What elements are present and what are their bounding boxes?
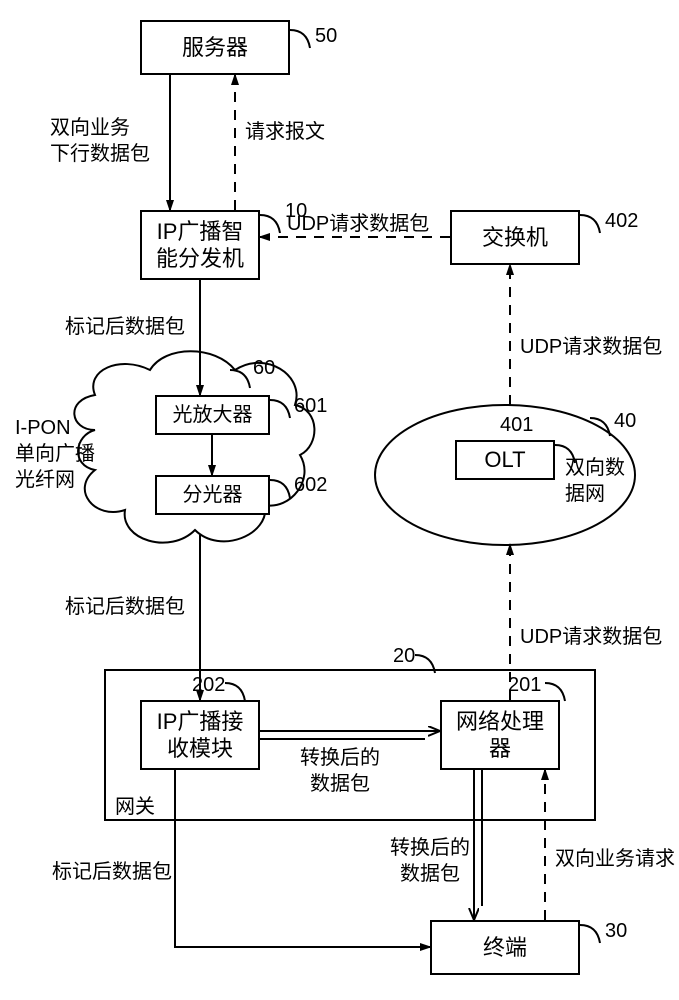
- ref-202: 202: [192, 674, 225, 697]
- node-iprecv-label: IP广播接 收模块: [151, 704, 250, 767]
- edgelabel-conv1: 转换后的 数据包: [300, 745, 380, 797]
- node-splitter-label: 分光器: [177, 479, 249, 512]
- ref-30: 30: [605, 920, 627, 943]
- node-splitter: 分光器: [155, 475, 270, 515]
- ref-60: 60: [253, 357, 275, 380]
- ref-402: 402: [605, 210, 638, 233]
- edgelabel-udp1: UDP请求数据包: [287, 207, 429, 236]
- label-ipon: I-PON 单向广播 光纤网: [15, 415, 95, 493]
- node-amplifier-label: 光放大器: [167, 399, 259, 432]
- ref-hook-20: [415, 655, 435, 673]
- edgelabel-udp3: UDP请求数据包: [520, 620, 662, 649]
- ref-40: 40: [614, 410, 636, 433]
- node-olt-label: OLT: [478, 442, 531, 478]
- label-gateway: 网关: [115, 790, 155, 819]
- edgelabel-downlink: 双向业务 下行数据包: [50, 115, 150, 167]
- edgelabel-conv2: 转换后的 数据包: [390, 835, 470, 887]
- ref-hook-602: [270, 480, 290, 498]
- ref-hook-50: [290, 30, 310, 48]
- ref-hook-40: [590, 418, 610, 436]
- node-terminal: 终端: [430, 920, 580, 975]
- ref-601: 601: [294, 395, 327, 418]
- ref-hook-30: [580, 925, 600, 943]
- node-switch-label: 交换机: [476, 220, 554, 256]
- edgelabel-marked1: 标记后数据包: [65, 310, 185, 339]
- ref-hook-60: [230, 370, 250, 388]
- node-netproc: 网络处理 器: [440, 700, 560, 770]
- ref-50: 50: [315, 25, 337, 48]
- ref-hook-601: [270, 400, 290, 418]
- edgelabel-bidirreq: 双向业务请求: [555, 842, 675, 871]
- node-server-label: 服务器: [176, 30, 254, 66]
- ref-201: 201: [508, 674, 541, 697]
- node-netproc-label: 网络处理 器: [450, 704, 550, 767]
- ref-hook-10: [260, 215, 280, 233]
- edgelabel-udp2: UDP请求数据包: [520, 330, 662, 359]
- node-server: 服务器: [140, 20, 290, 75]
- node-amplifier: 光放大器: [155, 395, 270, 435]
- edgelabel-marked3: 标记后数据包: [52, 855, 172, 884]
- edgelabel-reqmsg: 请求报文: [245, 115, 325, 144]
- label-bidir: 双向数 据网: [565, 455, 625, 507]
- ref-602: 602: [294, 474, 327, 497]
- node-dispatcher: IP广播智 能分发机: [140, 210, 260, 280]
- ref-401: 401: [500, 414, 533, 437]
- node-dispatcher-label: IP广播智 能分发机: [150, 214, 250, 277]
- ref-hook-201: [545, 683, 565, 701]
- node-switch: 交换机: [450, 210, 580, 265]
- node-iprecv: IP广播接 收模块: [140, 700, 260, 770]
- node-olt: OLT: [455, 440, 555, 480]
- node-terminal-label: 终端: [477, 930, 533, 966]
- ref-20: 20: [393, 645, 415, 668]
- ref-hook-402: [580, 215, 600, 233]
- ref-hook-202: [225, 683, 245, 701]
- edgelabel-marked2: 标记后数据包: [65, 590, 185, 619]
